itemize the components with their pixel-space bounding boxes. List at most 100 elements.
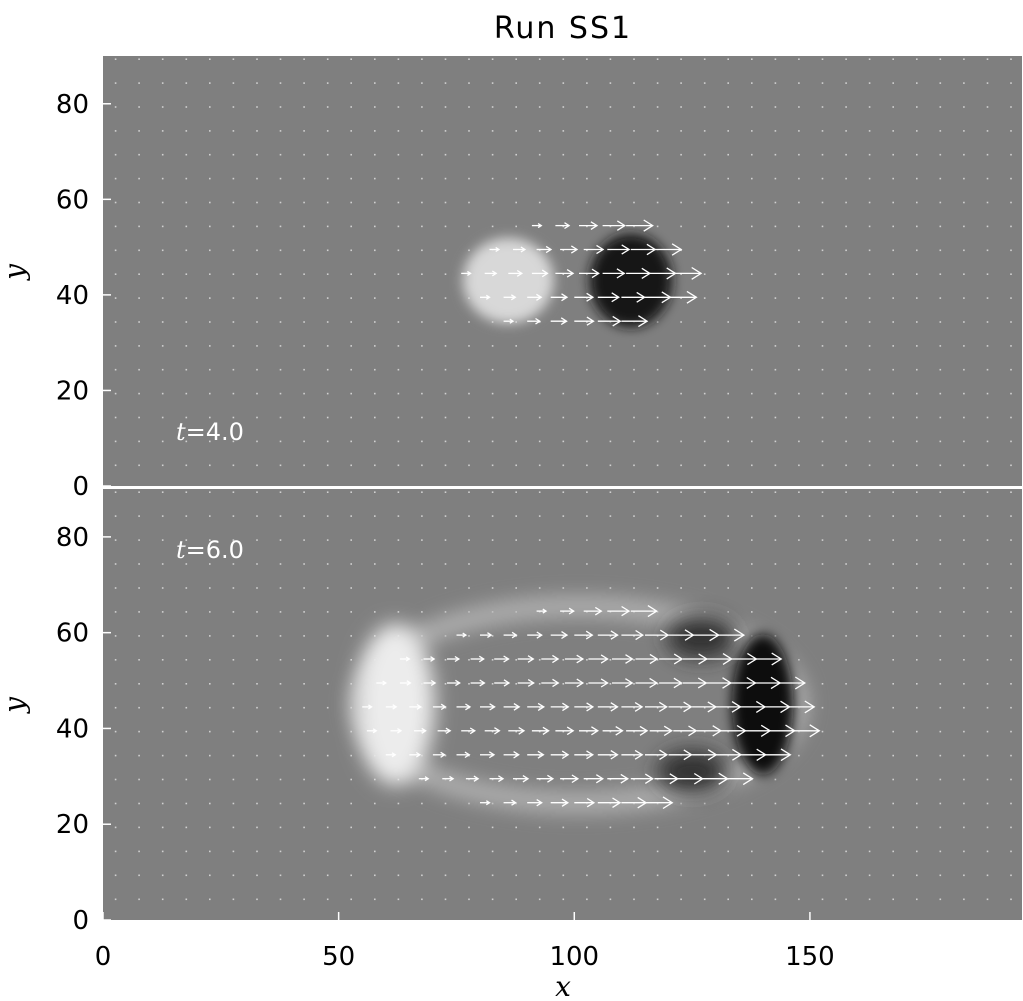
grid-dot — [656, 225, 659, 228]
grid-dot — [845, 177, 847, 180]
grid-dot — [279, 273, 282, 275]
grid-dot — [397, 491, 400, 493]
grid-dot — [963, 563, 965, 565]
velocity-arrowhead — [415, 751, 422, 758]
grid-dot — [562, 826, 565, 829]
velocity-arrowhead — [465, 703, 472, 711]
grid-dot — [303, 225, 305, 228]
grid-dot — [892, 826, 894, 829]
velocity-arrowhead — [780, 748, 792, 762]
velocity-arrowhead — [485, 800, 491, 806]
grid-dot — [444, 539, 447, 541]
grid-dot — [727, 416, 729, 419]
grid-dot — [916, 683, 918, 685]
grid-dot — [491, 153, 494, 156]
grid-dot — [609, 826, 612, 829]
x-tick-label: 150 — [785, 942, 835, 972]
velocity-arrowhead — [562, 702, 570, 712]
grid-dot — [609, 587, 612, 589]
grid-dot — [1010, 440, 1012, 443]
grid-dot — [185, 368, 188, 371]
grid-dot — [656, 778, 659, 781]
grid-dot — [114, 153, 117, 156]
grid-dot — [609, 874, 612, 877]
grid-dot — [798, 416, 800, 419]
grid-dot — [703, 58, 706, 60]
velocity-arrowhead — [416, 703, 423, 710]
grid-dot — [939, 611, 942, 613]
grid-dot — [138, 321, 140, 323]
grid-dot — [586, 177, 588, 180]
grid-dot — [185, 802, 188, 805]
grid-dot — [845, 515, 847, 517]
grid-dot — [209, 539, 211, 541]
grid-dot — [232, 778, 235, 781]
grid-dot — [562, 273, 565, 275]
grid-dot — [868, 82, 871, 84]
grid-dot — [916, 778, 918, 781]
grid-dot — [350, 730, 352, 733]
grid-dot — [350, 802, 352, 805]
grid-dot — [326, 58, 329, 60]
grid-dot — [350, 177, 352, 180]
grid-dot — [586, 778, 588, 781]
grid-dot — [821, 225, 824, 228]
grid-dot — [444, 345, 447, 347]
grid-dot — [656, 874, 659, 877]
grid-dot — [703, 368, 706, 371]
grid-dot — [727, 706, 729, 709]
grid-dot — [185, 635, 188, 637]
grid-dot — [232, 730, 235, 733]
velocity-arrowhead — [590, 221, 599, 230]
grid-dot — [444, 850, 447, 853]
velocity-arrowhead — [449, 775, 455, 782]
grid-dot — [303, 730, 305, 733]
grid-dot — [774, 587, 777, 589]
grid-dot — [491, 850, 494, 853]
grid-dot — [326, 611, 329, 613]
grid-dot — [138, 706, 140, 709]
grid-dot — [114, 440, 117, 443]
grid-dot — [798, 491, 800, 493]
grid-dot — [374, 850, 376, 853]
grid-dot — [586, 416, 588, 419]
grid-dot — [350, 539, 352, 541]
grid-dot — [1010, 201, 1012, 204]
grid-dot — [1010, 153, 1012, 156]
grid-dot — [491, 898, 494, 901]
grid-dot — [586, 635, 588, 637]
grid-dot — [161, 515, 164, 517]
grid-dot — [350, 368, 352, 371]
grid-dot — [868, 416, 871, 419]
grid-dot — [868, 659, 871, 661]
grid-dot — [892, 82, 894, 84]
grid-dot — [727, 368, 729, 371]
grid-dot — [774, 539, 777, 541]
grid-dot — [538, 153, 541, 156]
grid-dot — [303, 754, 305, 757]
grid-dot — [751, 106, 753, 108]
grid-dot — [538, 706, 541, 709]
grid-dot — [185, 587, 188, 589]
grid-dot — [114, 321, 117, 323]
grid-dot — [185, 706, 188, 709]
grid-dot — [798, 201, 800, 204]
grid-dot — [350, 106, 352, 108]
grid-dot — [609, 345, 612, 347]
grid-dot — [515, 416, 517, 419]
grid-dot — [562, 392, 565, 395]
grid-dot — [939, 345, 942, 347]
velocity-arrowhead — [566, 269, 575, 278]
velocity-arrowhead — [541, 269, 549, 278]
grid-dot — [256, 850, 258, 853]
grid-dot — [256, 321, 258, 323]
grid-dot — [963, 82, 965, 84]
grid-dot — [185, 683, 188, 685]
grid-dot — [939, 539, 942, 541]
grid-dot — [397, 58, 400, 60]
grid-dot — [586, 249, 588, 252]
grid-dot — [303, 898, 305, 901]
grid-dot — [232, 611, 235, 613]
grid-dot — [892, 345, 894, 347]
grid-dot — [350, 297, 352, 299]
